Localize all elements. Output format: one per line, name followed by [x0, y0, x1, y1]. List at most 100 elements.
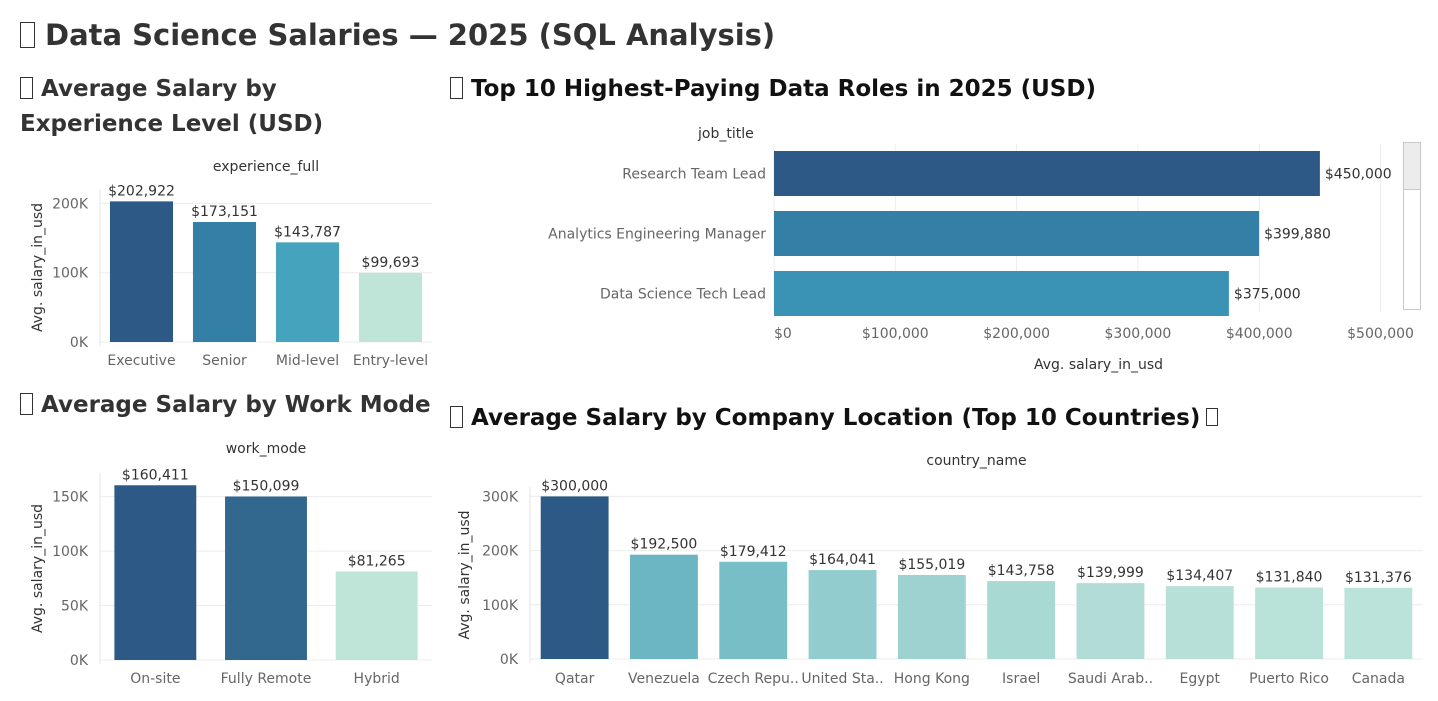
data-label: $99,693 — [362, 255, 420, 271]
bar — [1076, 583, 1145, 659]
bar — [275, 242, 340, 342]
x-tick-label: Venezuela — [628, 671, 700, 687]
x-tick-label: Saudi Arab.. — [1068, 671, 1153, 687]
top-roles-chart-title: Top 10 Highest-Paying Data Roles in 2025… — [450, 72, 1096, 107]
y-tick-label: 150K — [52, 490, 89, 506]
chart-header: country_name — [926, 453, 1026, 469]
data-label: $131,376 — [1345, 570, 1412, 586]
data-label: $143,758 — [988, 563, 1055, 579]
bar — [335, 571, 418, 660]
x-tick-label: $300,000 — [1105, 326, 1172, 342]
work-mode-chart-title: Average Salary by Work Mode — [20, 388, 431, 423]
top-roles-chart-title-text: Top 10 Highest-Paying Data Roles in 2025… — [471, 76, 1096, 102]
top-roles-bar-chart: job_title $0 $100,000 $200,000 $300,000 $400,… — [548, 126, 1414, 373]
y-tick-label: 300K — [482, 489, 519, 505]
y-tick-label: Analytics Engineering Manager — [548, 227, 766, 243]
country-chart-title: Average Salary by Company Location (Top … — [450, 401, 1219, 436]
bar — [1165, 586, 1234, 659]
x-tick-label: Qatar — [555, 671, 595, 687]
page-title-text: Data Science Salaries — 2025 (SQL Analys… — [45, 18, 776, 52]
y-tick-label: Data Science Tech Lead — [600, 287, 766, 303]
experience-chart-title: Average Salary by Experience Level (USD) — [20, 72, 410, 142]
x-tick-label: Executive — [107, 353, 175, 369]
bar — [109, 201, 174, 342]
bar — [225, 496, 307, 660]
y-axis-title: Avg. salary_in_usd — [30, 203, 46, 332]
x-tick-label: $500,000 — [1347, 326, 1414, 342]
bar — [808, 570, 877, 659]
data-label: $160,411 — [122, 467, 189, 483]
top-roles-scrollbar[interactable] — [1403, 142, 1421, 310]
data-label: $143,787 — [274, 224, 341, 240]
country-chart-title-text: Average Salary by Company Location (Top … — [471, 405, 1201, 431]
y-tick-label: 200K — [52, 196, 89, 212]
data-label: $202,922 — [108, 183, 175, 199]
x-tick-label: Egypt — [1180, 671, 1221, 687]
x-tick-label: Canada — [1352, 671, 1405, 687]
x-axis-title: Avg. salary_in_usd — [1034, 357, 1163, 373]
experience-chart-title-text: Average Salary by Experience Level (USD) — [20, 76, 324, 137]
y-tick-label: 100K — [52, 266, 89, 282]
y-tick-label: 100K — [52, 544, 89, 560]
y-tick-label: 0K — [500, 652, 519, 668]
x-tick-label: Hybrid — [354, 671, 400, 687]
bar — [987, 581, 1056, 659]
bar — [114, 485, 197, 660]
x-tick-label: Fully Remote — [221, 671, 312, 687]
country-bar-chart: country_name Avg. salary_in_usd 0K 100K 200K… — [457, 453, 1423, 687]
bar — [774, 211, 1260, 256]
bar — [774, 271, 1229, 316]
data-label: $179,412 — [720, 544, 787, 560]
y-tick-label: 0K — [70, 335, 89, 351]
x-tick-label: Senior — [202, 353, 247, 369]
work-mode-chart-title-text: Average Salary by Work Mode — [41, 392, 431, 418]
missing-glyph-icon — [450, 406, 463, 428]
missing-glyph-icon — [20, 393, 33, 415]
x-tick-label: Hong Kong — [894, 671, 970, 687]
x-tick-label: $100,000 — [862, 326, 929, 342]
bar — [192, 222, 257, 342]
data-label: $173,151 — [191, 204, 258, 220]
data-label: $139,999 — [1077, 565, 1144, 581]
data-label: $192,500 — [631, 537, 698, 553]
scrollbar-thumb[interactable] — [1404, 143, 1420, 190]
x-tick-label: Mid-level — [276, 353, 339, 369]
data-label: $81,265 — [348, 553, 406, 569]
chart-header: work_mode — [226, 441, 307, 457]
data-label: $164,041 — [809, 552, 876, 568]
chart-header: experience_full — [213, 159, 319, 175]
missing-glyph-icon — [450, 77, 463, 99]
data-label: $150,099 — [233, 478, 300, 494]
x-tick-label: $200,000 — [983, 326, 1050, 342]
experience-bar-chart: experience_full Avg. salary_in_usd 0K 100K 2… — [30, 159, 432, 369]
chart-header: job_title — [697, 126, 754, 142]
x-tick-label: Entry-level — [353, 353, 428, 369]
bar — [630, 554, 698, 659]
y-tick-label: 100K — [482, 598, 519, 614]
bar — [897, 574, 966, 659]
page-title: Data Science Salaries — 2025 (SQL Analys… — [20, 18, 775, 52]
x-tick-label: Puerto Rico — [1249, 671, 1329, 687]
bar — [358, 272, 423, 342]
x-tick-label: Czech Repu.. — [708, 671, 799, 687]
data-label: $155,019 — [898, 557, 965, 573]
bar — [774, 151, 1320, 196]
x-tick-label: $400,000 — [1226, 326, 1293, 342]
y-tick-label: 200K — [482, 544, 519, 560]
bar — [540, 496, 609, 659]
data-label: $300,000 — [541, 478, 608, 494]
missing-glyph-icon — [1206, 408, 1219, 426]
missing-glyph-icon — [20, 77, 33, 99]
y-tick-label: 50K — [61, 599, 89, 615]
y-tick-label: Research Team Lead — [622, 167, 766, 183]
data-label: $399,880 — [1264, 227, 1331, 243]
data-label: $134,407 — [1166, 568, 1233, 584]
data-label: $131,840 — [1256, 570, 1323, 586]
x-tick-label: Israel — [1002, 671, 1040, 687]
x-tick-label: $0 — [774, 326, 792, 342]
work-mode-bar-chart: work_mode Avg. salary_in_usd 0K 50K 100K 150K… — [30, 441, 432, 687]
missing-glyph-icon — [20, 22, 35, 48]
bar — [1255, 587, 1323, 659]
x-tick-label: United Sta.. — [801, 671, 883, 687]
x-tick-label: On-site — [130, 671, 180, 687]
